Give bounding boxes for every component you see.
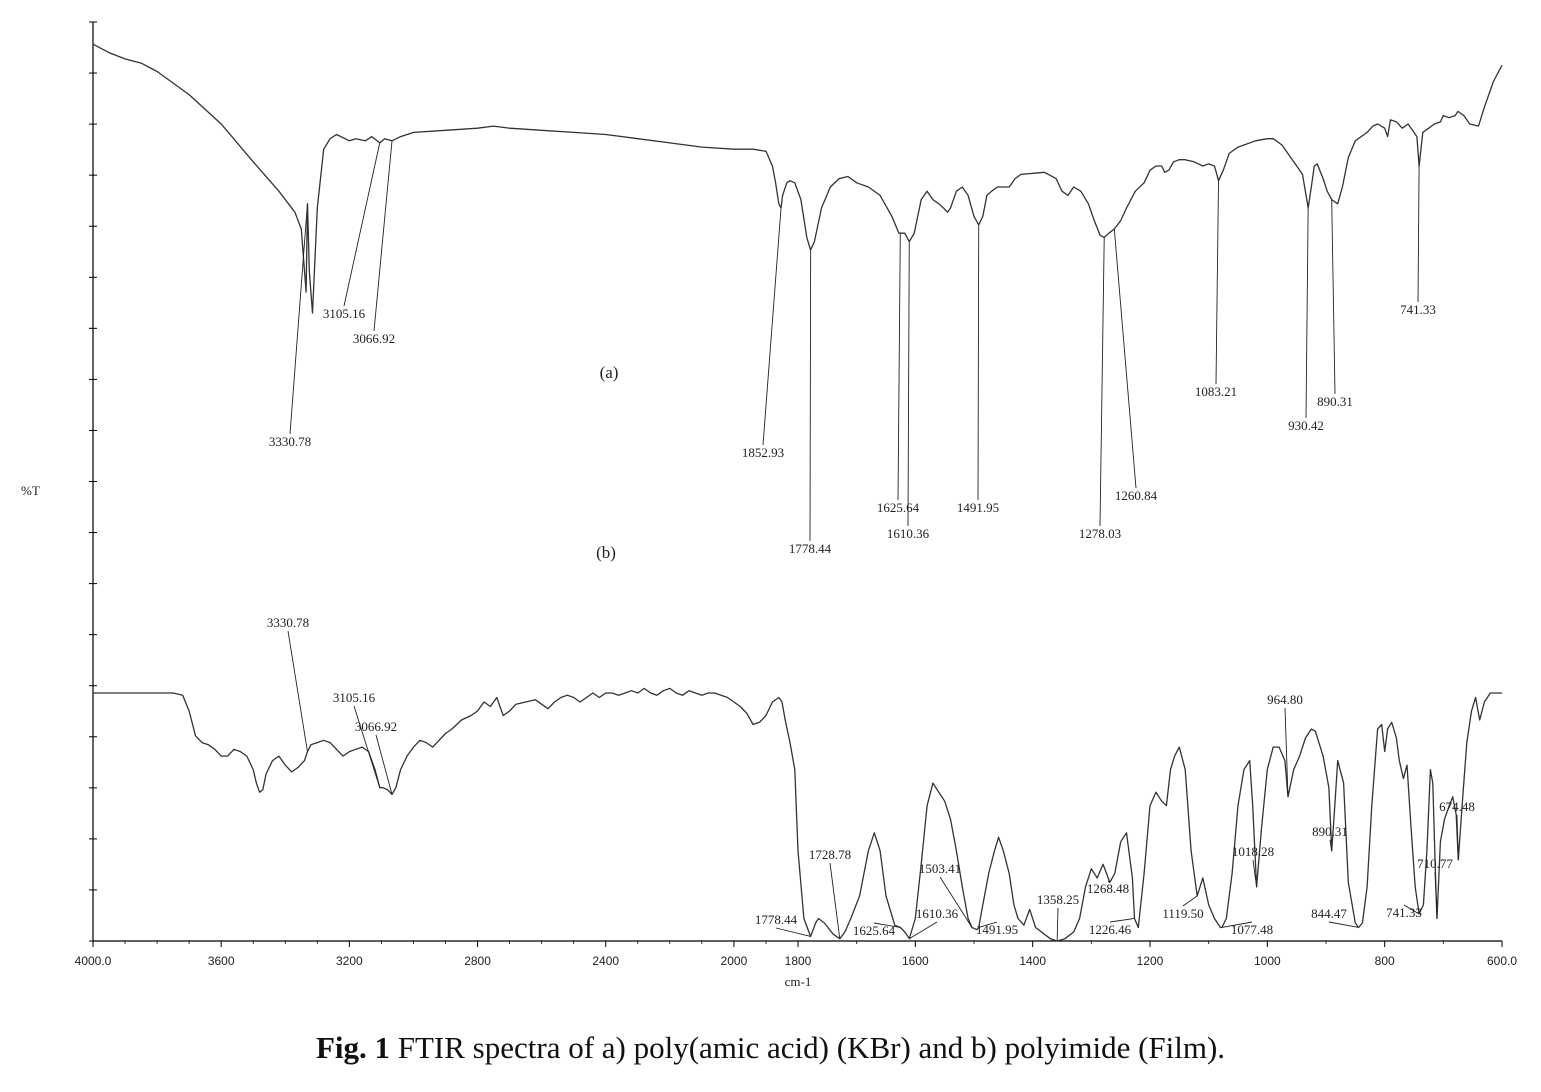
peak-label: 3066.92 — [355, 719, 397, 734]
peak-label: 1491.95 — [957, 500, 999, 515]
x-tick-label: 2000 — [721, 954, 748, 968]
x-tick-label: 2800 — [464, 954, 491, 968]
peak-label: 1625.64 — [853, 923, 896, 938]
x-tick-label: 800 — [1375, 954, 1395, 968]
spectra-lines — [92, 43, 1503, 942]
peak-leader — [1417, 165, 1420, 303]
peak-leader — [1182, 895, 1198, 907]
caption-text: FTIR spectra of a) poly(amic acid) (KBr)… — [390, 1030, 1226, 1065]
peak-label: 1778.44 — [789, 541, 832, 556]
y-axis-title: %T — [21, 483, 40, 498]
peak-label: 890.31 — [1317, 394, 1353, 409]
series-label-a: (a) — [600, 363, 619, 382]
peak-leader — [1221, 921, 1253, 928]
x-axis-title: cm-1 — [785, 974, 812, 989]
peak-leader — [289, 203, 308, 435]
figure-caption: Fig. 1 FTIR spectra of a) poly(amic acid… — [0, 1030, 1541, 1066]
x-tick-label: 600.0 — [1487, 954, 1517, 968]
peak-leader — [1456, 814, 1459, 860]
peak-label: 1083.21 — [1195, 384, 1237, 399]
peak-label: 1077.48 — [1231, 922, 1273, 937]
ftir-chart: 4000.0 3600 3200 2800 2400 2000 1800 1600 1400 12… — [21, 21, 1517, 989]
x-tick-label: 3600 — [208, 954, 235, 968]
x-tick-label: 4000.0 — [75, 954, 112, 968]
peak-label: 1491.95 — [976, 922, 1018, 937]
series-line-b — [93, 687, 1502, 942]
peak-label: 1503.41 — [919, 861, 961, 876]
x-tick-label: 1600 — [902, 954, 929, 968]
peak-label: 844.47 — [1311, 906, 1347, 921]
peak-annotations: (a) (b) 3330.78 3105.16 3066.92 1852.93 1778.4… — [267, 140, 1475, 942]
peak-leader — [1305, 207, 1309, 419]
peak-leader — [1434, 871, 1438, 919]
peak-label: 3105.16 — [323, 306, 366, 321]
peak-label: 1226.46 — [1089, 922, 1132, 937]
chart-axes: 4000.0 3600 3200 2800 2400 2000 1800 1600 1400 12… — [75, 21, 1517, 968]
peak-leader — [1056, 907, 1059, 942]
peak-leader — [809, 249, 812, 542]
peak-label: 674.48 — [1439, 799, 1475, 814]
peak-leader — [1215, 180, 1219, 385]
peak-label: 930.42 — [1288, 418, 1324, 433]
peak-leader — [1403, 904, 1420, 915]
peak-label: 1268.48 — [1087, 881, 1129, 896]
peak-label: 3330.78 — [269, 434, 311, 449]
peak-label: 1852.93 — [742, 445, 784, 460]
peak-leader — [1331, 199, 1336, 395]
peak-leader — [762, 207, 782, 446]
peak-label: 1610.36 — [887, 526, 930, 541]
x-tick-label: 1800 — [785, 954, 812, 968]
peak-label: 710.77 — [1417, 856, 1453, 871]
peak-leader — [1328, 921, 1359, 928]
peak-label: 741.33 — [1400, 302, 1436, 317]
peak-leader — [373, 140, 393, 332]
figure-number: Fig. 1 — [315, 1030, 390, 1065]
peak-leader — [873, 922, 901, 928]
peak-leader — [343, 142, 381, 307]
peak-leader — [1107, 880, 1111, 883]
peak-leader — [897, 233, 901, 501]
peak-leader — [978, 921, 998, 928]
x-tick-label: 1200 — [1137, 954, 1164, 968]
peak-label: 964.80 — [1267, 692, 1303, 707]
x-tick-label: 1400 — [1019, 954, 1046, 968]
x-tick-label: 3200 — [336, 954, 363, 968]
peak-label: 1728.78 — [809, 847, 851, 862]
series-label-b: (b) — [596, 543, 616, 562]
peak-leader — [829, 862, 841, 939]
peak-leader — [287, 630, 308, 752]
peak-leader — [775, 927, 811, 937]
series-line-a — [92, 43, 1503, 314]
peak-label: 1260.84 — [1115, 488, 1158, 503]
peak-label: 1778.44 — [755, 912, 798, 927]
peak-leader — [1109, 918, 1135, 923]
peak-label: 3066.92 — [353, 331, 395, 346]
peak-label: 741.33 — [1386, 905, 1422, 920]
peak-label: 890.31 — [1312, 824, 1348, 839]
peak-leader — [1099, 237, 1105, 527]
peak-label: 1018.28 — [1232, 844, 1274, 859]
peak-leader — [1329, 839, 1333, 851]
peak-leader — [353, 705, 381, 788]
peak-leader — [907, 241, 910, 527]
peak-leader — [1284, 707, 1289, 797]
peak-leader — [375, 734, 393, 795]
peak-label: 3330.78 — [267, 615, 309, 630]
x-tick-label: 2400 — [592, 954, 619, 968]
peak-leader — [939, 876, 973, 928]
peak-label: 1358.25 — [1037, 892, 1079, 907]
x-tick-label: 1000 — [1254, 954, 1281, 968]
peak-leader — [1113, 228, 1137, 489]
peak-leader — [1252, 859, 1258, 887]
peak-leader — [909, 921, 938, 940]
peak-label: 3105.16 — [333, 690, 376, 705]
peak-label: 1278.03 — [1079, 526, 1121, 541]
peak-leader — [977, 224, 980, 501]
peak-label: 1625.64 — [877, 500, 920, 515]
peak-label: 1610.36 — [916, 906, 959, 921]
peak-label: 1119.50 — [1162, 906, 1203, 921]
